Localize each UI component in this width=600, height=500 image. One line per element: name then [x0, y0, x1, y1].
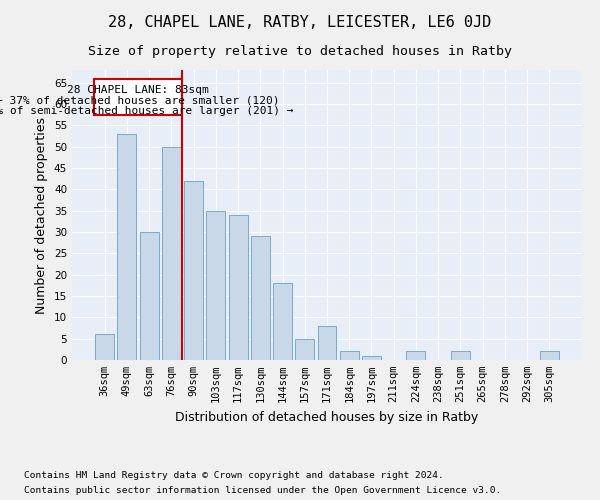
Bar — [184, 181, 203, 360]
Bar — [273, 283, 292, 360]
Bar — [95, 334, 114, 360]
Bar — [229, 215, 248, 360]
Text: 63% of semi-detached houses are larger (201) →: 63% of semi-detached houses are larger (… — [0, 106, 293, 116]
Text: Contains public sector information licensed under the Open Government Licence v3: Contains public sector information licen… — [24, 486, 501, 495]
Bar — [540, 352, 559, 360]
Bar — [295, 338, 314, 360]
Bar — [362, 356, 381, 360]
Bar — [118, 134, 136, 360]
FancyBboxPatch shape — [94, 78, 182, 115]
Text: ← 37% of detached houses are smaller (120): ← 37% of detached houses are smaller (12… — [0, 96, 280, 106]
Text: 28, CHAPEL LANE, RATBY, LEICESTER, LE6 0JD: 28, CHAPEL LANE, RATBY, LEICESTER, LE6 0… — [109, 15, 491, 30]
X-axis label: Distribution of detached houses by size in Ratby: Distribution of detached houses by size … — [175, 410, 479, 424]
Bar — [317, 326, 337, 360]
Bar — [140, 232, 158, 360]
Bar — [162, 147, 181, 360]
Bar — [406, 352, 425, 360]
Text: Contains HM Land Registry data © Crown copyright and database right 2024.: Contains HM Land Registry data © Crown c… — [24, 471, 444, 480]
Text: Size of property relative to detached houses in Ratby: Size of property relative to detached ho… — [88, 45, 512, 58]
Bar — [451, 352, 470, 360]
Bar — [251, 236, 270, 360]
Y-axis label: Number of detached properties: Number of detached properties — [35, 116, 49, 314]
Bar — [206, 210, 225, 360]
Bar — [340, 352, 359, 360]
Text: 28 CHAPEL LANE: 83sqm: 28 CHAPEL LANE: 83sqm — [67, 85, 209, 95]
